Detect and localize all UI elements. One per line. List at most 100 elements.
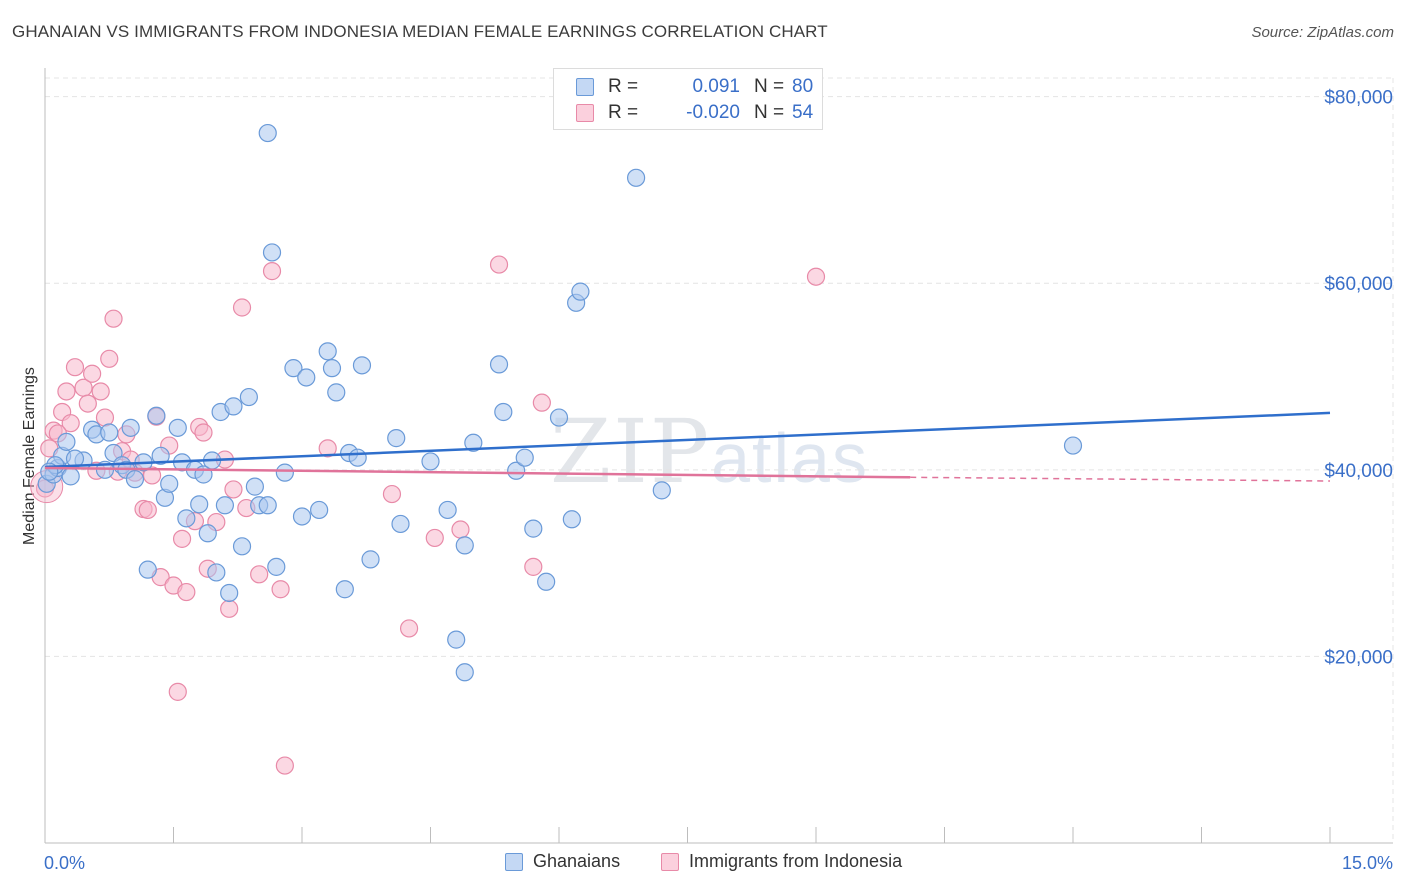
ghanaian-point [267, 557, 286, 576]
indonesia-point [83, 364, 102, 383]
ghanaian-point [168, 418, 187, 437]
ghanaian-point [220, 583, 239, 603]
ghanaian-point [455, 536, 474, 555]
ghanaian-point [447, 630, 466, 649]
ghanaian-point [549, 408, 569, 427]
indonesia-point [271, 580, 290, 599]
ghanaian-point [147, 406, 166, 425]
ghanaian-point [61, 467, 80, 486]
indonesia-trend-line [44, 466, 911, 479]
ghanaian-point [387, 429, 406, 448]
indonesia-point [65, 358, 85, 377]
ghanaian-point [258, 496, 277, 515]
indonesia-point [382, 484, 402, 504]
indonesia-point [78, 394, 97, 413]
ghanaian-point [455, 663, 474, 682]
correlation-legend: R = 0.091 N = 80 R = -0.020 N = 54 [553, 68, 823, 130]
ghanaian-point [258, 123, 277, 143]
indonesia-point [194, 423, 213, 442]
ghanaian-point [284, 359, 303, 378]
indonesia-point [250, 565, 269, 584]
ghanaian-point [348, 448, 367, 467]
ghanaian-point [571, 282, 590, 301]
ghanaian-point [421, 452, 440, 471]
ghanaian-point [190, 495, 209, 514]
ghanaian-point [125, 470, 145, 489]
ghanaian-point [352, 356, 372, 375]
indonesia-point [91, 382, 110, 401]
legend-item-label: Ghanaians [533, 851, 621, 871]
indonesia-point [142, 466, 162, 485]
legend-item-ghanaians: Ghanaians [505, 851, 620, 872]
legend-row-ghanaians: R = 0.091 N = 80 [576, 74, 813, 100]
ghanaian-point [489, 355, 509, 374]
ghanaian-point [262, 243, 282, 262]
indonesia-point [138, 500, 157, 520]
ghanaian-point [121, 418, 140, 437]
ghanaian-point [100, 423, 119, 442]
y-tick-label: $40,000 [1324, 461, 1393, 482]
ghanaian-point [245, 477, 264, 496]
ghanaian-point [318, 342, 337, 361]
chart-title: GHANAIAN VS IMMIGRANTS FROM INDONESIA ME… [12, 22, 828, 41]
legend-item-label: Immigrants from Indonesia [689, 851, 903, 871]
ghanaian-point [310, 500, 329, 520]
source-label: Source: ZipAtlas.com [1251, 24, 1394, 41]
ghanaian-point [335, 580, 354, 599]
ghanaian-point [215, 496, 234, 515]
indonesia-point [399, 619, 419, 638]
indonesia-point [489, 255, 509, 274]
ghanaian-point [239, 387, 258, 407]
ghanaian-point [160, 474, 179, 493]
indonesia-point [220, 599, 239, 618]
indonesia-point [177, 582, 196, 602]
indonesia-point [318, 439, 337, 458]
ghanaian-point [1063, 436, 1083, 455]
legend-r-label: R = [608, 102, 639, 123]
ghanaian-point [507, 461, 526, 480]
ghanaian-point [524, 519, 543, 538]
ghanaian-point [322, 359, 342, 378]
legend-item-indonesia: Immigrants from Indonesia [661, 851, 902, 872]
ghanaian-point [562, 510, 581, 529]
indonesia-trend-extension [910, 476, 1331, 482]
ghanaians-trend-line [44, 411, 1331, 469]
legend-row-indonesia: R = -0.020 N = 54 [576, 100, 813, 126]
indonesia-point [532, 393, 551, 412]
ghanaian-point [207, 563, 226, 582]
tick-labels: $20,000 $40,000 $60,000 $80,000 0.0% 15.0% [44, 88, 1393, 873]
indonesia-point [57, 382, 76, 401]
ghanaian-point [224, 397, 243, 416]
ghanaian-point [438, 500, 457, 520]
axes [44, 68, 1393, 844]
watermark: ZIPatlas [550, 400, 869, 503]
legend-swatch-pink [661, 852, 679, 871]
series-legend: Ghanaians Immigrants from Indonesia [0, 851, 1406, 877]
indonesia-point [168, 682, 187, 701]
watermark-zip: ZIP [550, 400, 712, 503]
indonesia-point [262, 262, 282, 281]
indonesia-point [100, 349, 119, 368]
ghanaian-point [327, 383, 346, 402]
trend-lines [44, 411, 1331, 482]
indonesia-point [232, 298, 252, 317]
ghanaian-point [652, 481, 671, 500]
legend-n-value: 80 [792, 76, 814, 97]
ghanaian-point [361, 550, 380, 569]
ghanaian-point [275, 463, 294, 482]
legend-n-label: N = [754, 76, 785, 97]
indonesia-point [275, 756, 294, 775]
ghanaian-point [177, 509, 196, 528]
legend-r-value: 0.091 [692, 76, 740, 97]
ghanaian-point [515, 448, 534, 467]
legend-swatch-pink [576, 104, 594, 122]
ghanaian-point [138, 560, 157, 579]
indonesia-point [104, 309, 123, 328]
ghanaian-point [626, 168, 646, 187]
legend-n-value: 54 [792, 102, 814, 123]
ghanaian-point [537, 572, 556, 591]
y-tick-label: $80,000 [1324, 88, 1393, 109]
legend-swatch-blue [576, 78, 594, 96]
ghanaian-point [232, 537, 252, 556]
